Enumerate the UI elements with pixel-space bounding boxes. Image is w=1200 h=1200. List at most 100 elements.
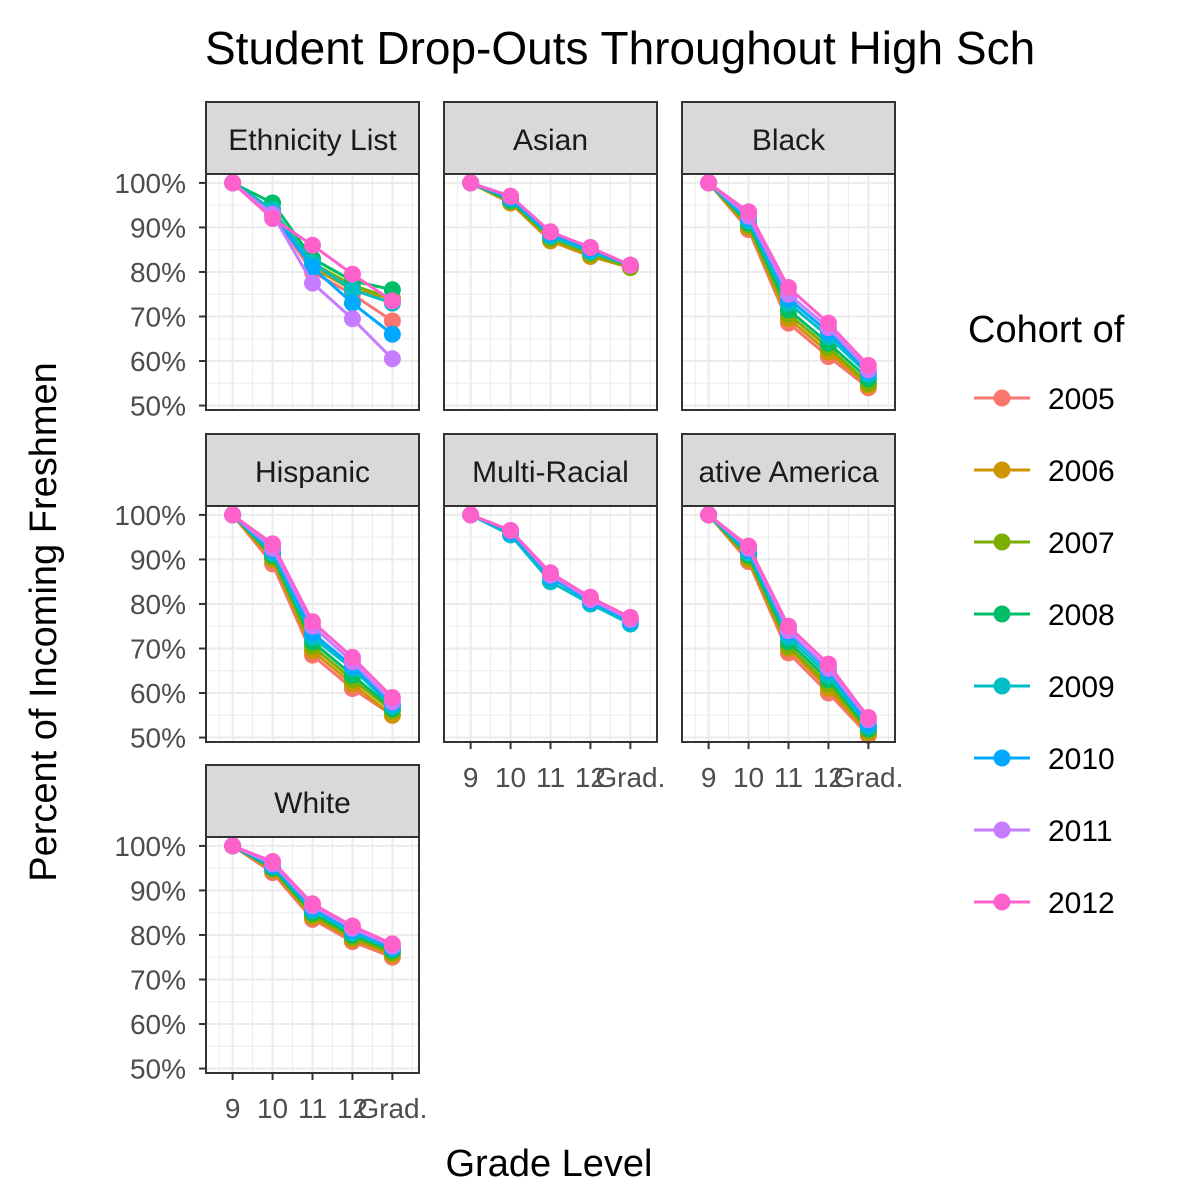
legend-item-2008: 2008	[974, 599, 1115, 632]
strip-multi-racial	[443, 433, 658, 507]
legend-item-2007: 2007	[974, 527, 1115, 560]
data-point	[304, 613, 321, 631]
data-point	[462, 174, 480, 192]
x-axis-title: Grade Level	[445, 1143, 652, 1185]
y-tick-label: 70%	[130, 964, 186, 995]
y-tick-label: 70%	[130, 633, 186, 664]
data-point	[343, 281, 361, 299]
data-point	[224, 837, 242, 855]
y-axis-hispanic: 100% 90% 80% 70% 60% 50%	[114, 500, 206, 754]
data-point	[383, 688, 401, 706]
data-point	[304, 274, 321, 292]
legend-label: 2010	[1048, 743, 1115, 776]
legend-key-point	[993, 605, 1011, 623]
chart-title: Student Drop-Outs Throughout High Sch	[205, 22, 1035, 74]
data-point	[264, 852, 282, 870]
y-tick-label: 60%	[130, 1009, 186, 1040]
gridlines-multi-racial	[444, 506, 657, 742]
data-point	[264, 535, 282, 553]
x-tick-label: 9	[701, 762, 717, 793]
data-point	[343, 310, 361, 328]
y-tick-label: 60%	[130, 678, 186, 709]
panel-border	[443, 173, 658, 411]
data-point	[343, 648, 361, 666]
legend-key-point	[993, 461, 1011, 479]
y-tick-label: 70%	[130, 301, 186, 332]
data-point	[343, 265, 361, 283]
data-point	[343, 294, 361, 312]
data-point	[700, 506, 718, 524]
data-point	[819, 314, 837, 332]
y-tick-label: 90%	[130, 212, 186, 243]
y-tick-label: 50%	[130, 1054, 186, 1085]
y-tick-label: 50%	[130, 723, 186, 754]
legend-key-point	[993, 821, 1011, 839]
strip-asian	[443, 101, 658, 175]
legend-label: 2007	[1048, 527, 1115, 560]
data-point	[224, 174, 242, 192]
strip-hispanic	[205, 433, 420, 507]
series-white-2012	[224, 837, 401, 953]
data-point	[462, 506, 480, 524]
x-tick-label: 10	[733, 762, 764, 793]
x-tick-label: Grad.	[833, 762, 903, 793]
legend-item-2011: 2011	[974, 815, 1113, 848]
y-tick-label: 50%	[130, 391, 186, 422]
data-point	[224, 506, 242, 524]
x-tick-label: 12	[337, 1093, 368, 1124]
data-point	[780, 617, 797, 635]
x-tick-label: 10	[257, 1093, 288, 1124]
x-tick-label: 12	[575, 762, 606, 793]
gridlines-asian	[444, 174, 657, 410]
x-tick-label: 11	[774, 762, 803, 793]
legend-item-2005: 2005	[974, 383, 1115, 416]
y-axis-white: 100% 90% 80% 70% 60% 50%	[114, 831, 206, 1085]
series-black-2012	[700, 174, 877, 374]
series-native-american-2012	[700, 506, 877, 727]
legend-key-point	[993, 533, 1011, 551]
strip-label-no-ethnicity-list: Ethnicity List	[228, 124, 397, 157]
y-tick-label: 100%	[114, 168, 186, 199]
legend: Cohort of 2005 2006 2007 2008 2009 2010 2011 20…	[968, 309, 1125, 920]
strip-label-asian: Asian	[513, 124, 588, 157]
y-tick-label: 100%	[114, 831, 186, 862]
y-tick-label: 60%	[130, 346, 186, 377]
legend-label: 2012	[1048, 887, 1115, 920]
strip-label-white: White	[274, 787, 351, 820]
data-point	[542, 564, 559, 582]
x-tick-label: Grad.	[357, 1093, 427, 1124]
data-point	[304, 895, 321, 913]
legend-item-2006: 2006	[974, 455, 1115, 488]
data-point	[502, 521, 520, 539]
gridlines-white	[206, 837, 419, 1073]
data-point	[819, 655, 837, 673]
panel-hispanic: Hispanic 100% 90% 80% 70% 60% 50%	[114, 433, 420, 754]
facet-panels: Ethnicity List 100% 90% 80% 70% 60% 50% Asian Bl…	[114, 101, 903, 1124]
legend-key-point	[993, 893, 1011, 911]
series-multi-racial-2012	[462, 506, 639, 626]
legend-label: 2011	[1048, 815, 1113, 848]
y-tick-label: 100%	[114, 500, 186, 531]
panel-black: Black	[681, 101, 896, 411]
series-asian-2012	[462, 174, 639, 274]
x-tick-label: 10	[495, 762, 526, 793]
data-point	[621, 256, 639, 274]
data-point	[581, 588, 599, 606]
y-tick-label: 90%	[130, 875, 186, 906]
legend-key-point	[993, 677, 1011, 695]
strip-black	[681, 101, 896, 175]
data-point	[383, 325, 401, 343]
y-tick-label: 80%	[130, 589, 186, 620]
data-point	[859, 356, 877, 374]
data-point	[264, 210, 282, 228]
y-axis-no-ethnicity-list: 100% 90% 80% 70% 60% 50%	[114, 168, 206, 422]
x-tick-label: 9	[225, 1093, 241, 1124]
data-point	[700, 174, 718, 192]
strip-no-ethnicity-list	[205, 101, 420, 175]
